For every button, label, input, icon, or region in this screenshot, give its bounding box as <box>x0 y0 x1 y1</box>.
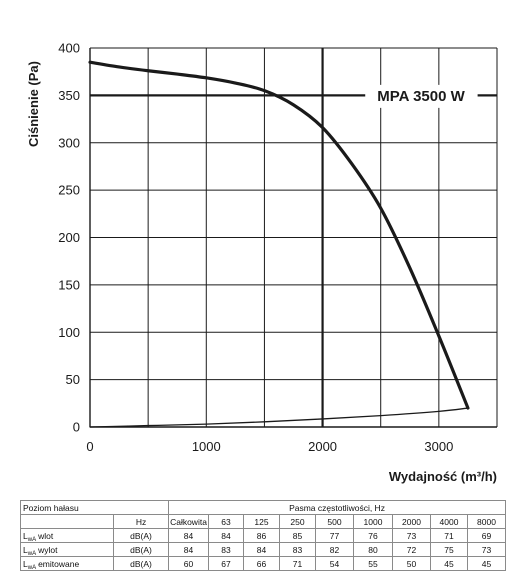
row-value-cell: 50 <box>392 556 432 571</box>
band-header-cell: 250 <box>279 514 317 529</box>
row-value-cell: 55 <box>353 556 394 571</box>
row-value-cell: 83 <box>279 542 317 557</box>
row-name: wylot <box>38 544 58 555</box>
row-value-cell: 75 <box>430 542 469 557</box>
x-axis-label: Wydajność (m³/h) <box>389 469 497 484</box>
row-unit-cell: dB(A) <box>112 528 170 543</box>
row-symbol-subscript: wA <box>27 550 37 557</box>
row-label-cell: LwA wylot <box>20 542 114 557</box>
x-tick-label: 2000 <box>308 439 337 454</box>
bands-header: Pasma częstotliwości, Hz <box>168 500 507 515</box>
system-curve <box>89 407 469 428</box>
row-value-cell: 69 <box>467 528 507 543</box>
row-symbol: L <box>23 544 28 555</box>
row-value-cell: 85 <box>279 528 317 543</box>
row-total-cell: 84 <box>168 542 210 557</box>
table-body: LwA wlot dB(A) 84 84 86 85 77 76 73 71 69 LwA wylot dB… <box>20 528 507 571</box>
row-value-cell: 67 <box>208 556 245 571</box>
row-value-cell: 86 <box>243 528 281 543</box>
y-tick-label: 200 <box>58 230 80 245</box>
row-symbol-subscript: wA <box>27 536 37 543</box>
x-tick-labels: 0 1000 2000 3000 <box>86 439 453 454</box>
unit-header: Hz <box>112 514 170 529</box>
table-title-row: Poziom hałasu Pasma częstotliwości, Hz <box>19 500 507 515</box>
y-tick-label: 250 <box>58 183 80 198</box>
row-value-cell: 84 <box>243 542 281 557</box>
table-header-row: Hz Całkowita 63 125 250 500 1000 2000 4000 8000 <box>20 514 507 529</box>
x-tick-label: 3000 <box>424 439 453 454</box>
row-value-cell: 71 <box>430 528 469 543</box>
y-tick-label: 100 <box>58 325 80 340</box>
band-header-cell: 125 <box>243 514 281 529</box>
y-tick-label: 150 <box>58 277 80 292</box>
y-tick-label: 350 <box>58 88 80 103</box>
fan-pressure-curve <box>88 60 470 410</box>
x-tick-label: 0 <box>86 439 93 454</box>
band-header-cell: 2000 <box>392 514 432 529</box>
row-name: emitowane <box>38 558 80 569</box>
row-value-cell: 45 <box>430 556 469 571</box>
total-header: Całkowita <box>168 514 210 529</box>
y-tick-label: 400 <box>58 41 80 56</box>
row-value-cell: 73 <box>467 542 507 557</box>
y-tick-label: 50 <box>66 372 80 387</box>
y-tick-label: 300 <box>58 135 80 150</box>
y-axis-label: Ciśnienie (Pa) <box>26 61 41 147</box>
band-header-cell: 63 <box>208 514 245 529</box>
row-value-cell: 72 <box>392 542 432 557</box>
row-unit-cell: dB(A) <box>112 556 170 571</box>
header-blank-cell <box>20 514 114 529</box>
row-value-cell: 45 <box>467 556 507 571</box>
row-unit-cell: dB(A) <box>112 542 170 557</box>
fan-performance-chart: MPA 3500 W 0 1000 2000 3000 0 50 100 150 200 250… <box>26 41 498 484</box>
row-value-cell: 83 <box>208 542 245 557</box>
row-value-cell: 54 <box>315 556 355 571</box>
row-total-cell: 60 <box>168 556 210 571</box>
table-title: Poziom hałasu <box>19 500 170 515</box>
row-symbol: L <box>23 530 28 541</box>
row-value-cell: 82 <box>315 542 355 557</box>
row-value-cell: 80 <box>353 542 394 557</box>
table-row: LwA emitowane dB(A) 60 67 66 71 54 55 50 45 45 <box>20 556 507 571</box>
row-value-cell: 76 <box>353 528 394 543</box>
band-header-cell: 1000 <box>353 514 394 529</box>
series-lines <box>88 60 470 428</box>
row-value-cell: 77 <box>315 528 355 543</box>
x-tick-label: 1000 <box>192 439 221 454</box>
band-header-cell: 8000 <box>467 514 507 529</box>
table-row: LwA wylot dB(A) 84 83 84 83 82 80 72 75 73 <box>20 542 507 557</box>
row-value-cell: 66 <box>243 556 281 571</box>
model-label: MPA 3500 W <box>377 88 465 105</box>
noise-table: Poziom hałasu Pasma częstotliwości, Hz H… <box>19 500 507 571</box>
row-label-cell: LwA emitowane <box>20 556 114 571</box>
noise-level-table: Poziom hałasu Pasma częstotliwości, Hz H… <box>19 500 507 571</box>
row-value-cell: 71 <box>279 556 317 571</box>
band-header-cell: 4000 <box>430 514 469 529</box>
y-tick-label: 0 <box>73 420 80 435</box>
model-annotation: MPA 3500 W <box>365 84 478 108</box>
row-symbol: L <box>23 558 28 569</box>
grid-lines <box>89 47 498 428</box>
row-total-cell: 84 <box>168 528 210 543</box>
table-row: LwA wlot dB(A) 84 84 86 85 77 76 73 71 69 <box>20 528 507 543</box>
row-label-cell: LwA wlot <box>20 528 114 543</box>
row-value-cell: 73 <box>392 528 432 543</box>
annotation-background <box>365 84 478 108</box>
row-value-cell: 84 <box>208 528 245 543</box>
axes <box>89 48 497 428</box>
row-name: wlot <box>38 530 54 541</box>
y-tick-labels: 0 50 100 150 200 250 300 350 400 <box>58 41 80 435</box>
band-header-cell: 500 <box>315 514 355 529</box>
row-symbol-subscript: wA <box>27 564 37 571</box>
